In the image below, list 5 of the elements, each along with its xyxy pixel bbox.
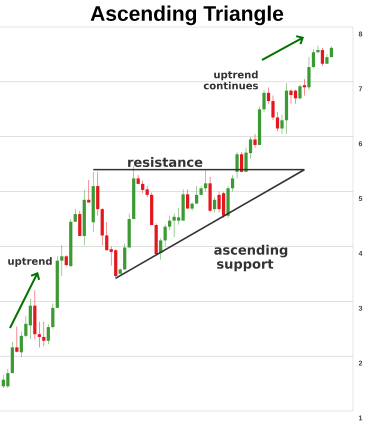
chart-title: Ascending Triangle bbox=[90, 6, 284, 26]
annotation: ascending support bbox=[214, 244, 288, 272]
annotation: uptrend continues bbox=[204, 70, 258, 90]
annotation: resistance bbox=[128, 156, 202, 168]
annotation: uptrend bbox=[8, 257, 52, 267]
